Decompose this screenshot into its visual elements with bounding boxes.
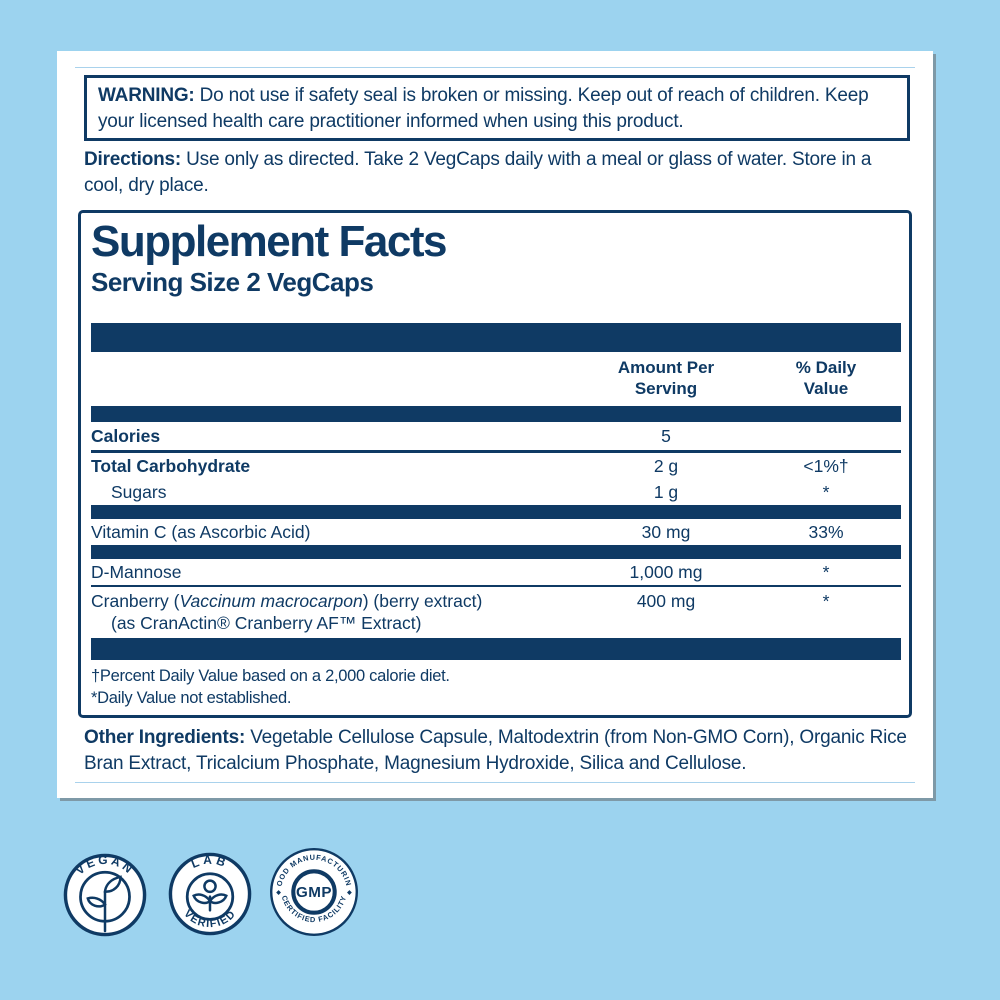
table-header-row: Amount Per Serving % Daily Value [91,352,901,406]
row-dv: * [822,591,830,611]
header-amount-per-serving: Amount Per Serving [617,358,715,398]
table-row: Total Carbohydrate 2 g <1%† [91,453,901,479]
row-name-text: Cranberry ( [91,591,180,611]
row-amount: 400 mg [636,591,696,611]
badge-outer-ring [168,852,252,936]
row-name: Cranberry (Vaccinum macrocarpon) (berry … [91,590,581,634]
row-name-species: Vaccinum macrocarpon [179,591,363,611]
panel-title: Supplement Facts [91,217,447,266]
row-dv: * [822,562,830,582]
plant-flower-icon [192,879,228,912]
table-row: Vitamin C (as Ascorbic Acid) 30 mg 33% [91,519,901,545]
table-separator-bar [91,323,901,352]
table-row: Cranberry (Vaccinum macrocarpon) (berry … [91,587,901,638]
vegan-badge: VEGAN [63,853,147,937]
directions-text: Use only as directed. Take 2 VegCaps dai… [84,149,872,196]
row-name-line2: (as CranActin® Cranberry AF™ Extract) [111,613,422,633]
label-card: WARNING: Do not use if safety seal is br… [57,51,933,798]
supplement-facts-panel: Supplement Facts Serving Size 2 VegCaps … [78,210,912,718]
footnote-asterisk: *Daily Value not established. [91,689,292,707]
badge-inner-ring [185,872,235,921]
directions: Directions: Use only as directed. Take 2… [84,147,910,199]
header-percent-daily-value: % Daily Value [795,358,857,398]
badge-outer-ring [270,848,358,936]
row-name: Total Carbohydrate [91,456,251,476]
other-ingredients-label: Other Ingredients: [84,727,246,748]
table-row: D-Mannose 1,000 mg * [91,559,901,587]
row-name: Sugars [111,482,167,502]
row-amount: 1 g [653,482,679,502]
gmp-badge: GOOD MANUFACTURING CERTIFIED FACILITY GM… [268,846,358,936]
warning-label: WARNING: [98,85,195,106]
bottom-divider [75,782,915,783]
gmp-center-text: GMP [296,884,332,901]
row-dv: * [822,482,830,502]
directions-label: Directions: [84,149,182,170]
row-dv: 33% [808,522,844,542]
row-amount: 1,000 mg [629,562,703,582]
table-row: Calories 5 [91,422,901,453]
row-amount: 5 [661,426,671,446]
lab-verified-badge: LAB VERIFIED [168,852,252,936]
row-amount: 30 mg [641,522,691,542]
row-name: Calories [91,426,161,446]
table-row: Sugars 1 g * [91,479,901,505]
serving-size: Serving Size 2 VegCaps [91,267,374,297]
warning-box: WARNING: Do not use if safety seal is br… [84,75,910,141]
row-name: Vitamin C (as Ascorbic Acid) [91,522,311,542]
row-amount: 2 g [653,456,679,476]
table-separator-bar [91,505,901,519]
warning-text: Do not use if safety seal is broken or m… [98,85,869,132]
sprout-icon [86,875,122,933]
row-name: D-Mannose [91,562,182,582]
top-divider [75,67,915,68]
row-dv: <1%† [803,456,849,476]
table-separator-bar [91,406,901,422]
footnote-dagger: †Percent Daily Value based on a 2,000 ca… [91,667,450,685]
table-separator-bar [91,545,901,559]
other-ingredients: Other Ingredients: Vegetable Cellulose C… [84,725,914,777]
footnotes: †Percent Daily Value based on a 2,000 ca… [91,665,901,709]
badge-inner-ring [291,869,337,915]
table-separator-bar [91,638,901,660]
row-name-text: ) (berry extract) [362,591,483,611]
other-ingredients-text: Vegetable Cellulose Capsule, Maltodextri… [84,727,907,774]
